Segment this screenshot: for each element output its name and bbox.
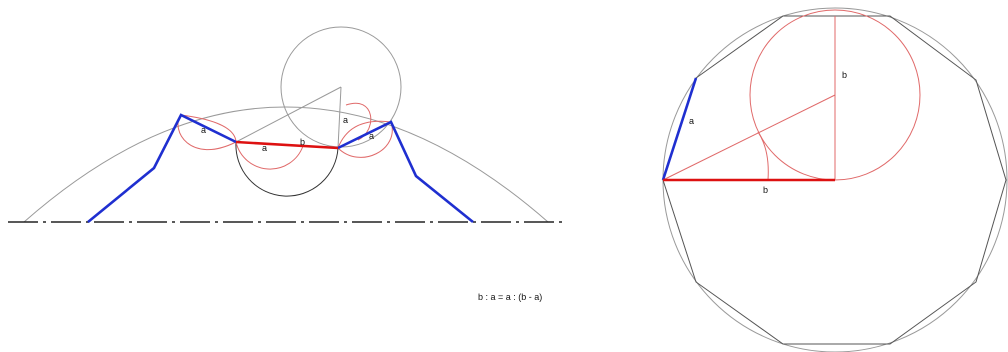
red-arc-small-top — [180, 114, 237, 143]
golden-ratio-formula: b : a = a : (b - a) — [478, 292, 542, 302]
construction-line-1 — [235, 86, 342, 143]
blue-side-a — [661, 77, 698, 181]
intersection-arc — [757, 131, 769, 181]
right-figure: a b b — [661, 7, 1008, 352]
red-segment-b — [235, 140, 339, 150]
label-a-left: a — [201, 125, 206, 135]
label-a-right: a — [369, 131, 374, 141]
left-figure: a a b a a — [8, 26, 566, 224]
decagon — [662, 15, 1007, 345]
red-arc-mid — [235, 141, 304, 170]
large-arch — [23, 106, 549, 223]
label-b-horizontal: b — [763, 185, 768, 195]
red-arc-right — [337, 121, 393, 158]
label-a-center: a — [262, 143, 267, 153]
diagonal-construction-line — [662, 94, 836, 181]
construction-line-2 — [337, 86, 342, 149]
blue-chain-left — [87, 113, 237, 224]
label-b-center: b — [300, 137, 305, 147]
label-a-upper: a — [343, 115, 348, 125]
label-a-side: a — [689, 116, 694, 126]
red-arc-right-top — [337, 120, 392, 149]
dark-semicircle — [235, 141, 339, 197]
blue-chain-right — [337, 120, 474, 224]
label-b-vertical: b — [842, 70, 847, 80]
